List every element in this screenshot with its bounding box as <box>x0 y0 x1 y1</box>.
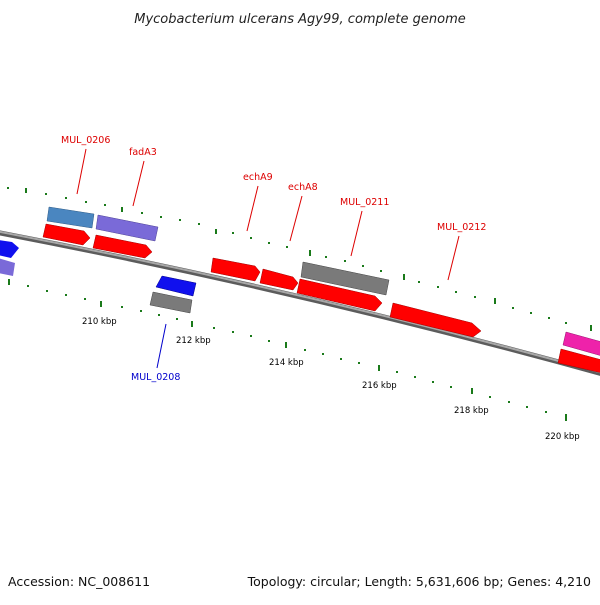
gene-label-fada3: fadA3 <box>129 147 157 158</box>
cds-right-marker <box>560 360 563 363</box>
genome-backbone <box>0 230 600 376</box>
gene-cds-3[interactable] <box>296 278 383 312</box>
gene-mul-0208-gray[interactable] <box>149 291 193 314</box>
cds-right[interactable] <box>557 348 600 373</box>
gene-mul-0212[interactable] <box>389 302 482 338</box>
gene-mul-0206[interactable] <box>46 206 95 229</box>
map-title: Mycobacterium ulcerans Agy99, complete g… <box>134 12 466 27</box>
cds-2[interactable] <box>92 234 153 259</box>
gene-label-mul-0211: MUL_0211 <box>340 197 389 208</box>
scale-label-220: 220 kbp <box>545 432 580 442</box>
inner-tick-ring <box>8 279 567 421</box>
gene-right-magenta[interactable] <box>562 331 600 356</box>
gene-mul-0208[interactable] <box>155 275 197 297</box>
gene-leader-lines <box>76 148 460 369</box>
scale-label-218: 218 kbp <box>454 406 489 416</box>
gene-label-echa8: echA8 <box>288 182 318 193</box>
cds-1[interactable] <box>42 223 91 246</box>
genome-backbone-highlight <box>0 230 600 374</box>
outer-tick-ring <box>7 187 592 331</box>
gene-echa8[interactable] <box>259 268 299 291</box>
gene-label-echa9: echA9 <box>243 172 273 183</box>
gene-echa9[interactable] <box>210 257 261 282</box>
gene-fada3[interactable] <box>95 214 159 242</box>
accession-text: Accession: NC_008611 <box>8 574 150 589</box>
gene-left-purple[interactable] <box>0 258 15 276</box>
scale-label-212: 212 kbp <box>176 336 211 346</box>
gene-label-mul-0212: MUL_0212 <box>437 222 486 233</box>
gene-label-mul-0206: MUL_0206 <box>61 135 110 146</box>
scale-label-210: 210 kbp <box>82 317 117 327</box>
gene-mul-0211[interactable] <box>300 261 390 296</box>
scale-label-214: 214 kbp <box>269 358 304 368</box>
scale-label-216: 216 kbp <box>362 381 397 391</box>
genome-summary-text: Topology: circular; Length: 5,631,606 bp… <box>247 574 591 589</box>
gene-left-blue[interactable] <box>0 240 19 258</box>
gene-features <box>0 206 600 373</box>
gene-label-mul-0208: MUL_0208 <box>131 372 180 383</box>
